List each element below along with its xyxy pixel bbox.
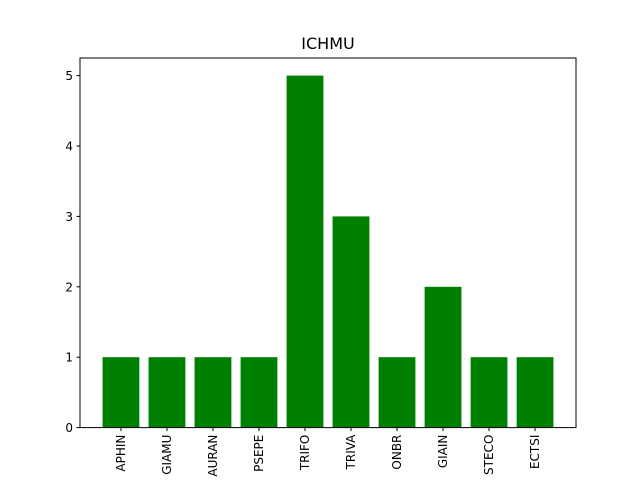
bar-psepe	[240, 357, 278, 428]
x-tick-label: GIAIN	[436, 435, 450, 469]
x-tick-label: STECO	[482, 435, 496, 475]
y-axis: 0 1 2 3 4 5	[65, 69, 80, 435]
y-tick-label: 4	[65, 140, 73, 154]
y-tick-label: 0	[65, 421, 73, 435]
bar-steco	[470, 357, 508, 428]
x-tick-label: TRIFO	[298, 435, 312, 472]
bar-ectsi	[516, 357, 554, 428]
chart-title: ICHMU	[301, 34, 354, 53]
y-tick-label: 2	[65, 280, 73, 294]
y-tick-label: 1	[65, 351, 73, 365]
bar-triva	[332, 216, 370, 428]
bar-aphin	[102, 357, 140, 428]
x-axis: APHIN GIAMU AURAN PSEPE TRIFO TRIVA ONBR GIAIN S…	[114, 427, 542, 477]
plot-frame	[79, 57, 577, 429]
bars-layer	[102, 75, 554, 428]
y-tick-label: 3	[65, 210, 73, 224]
y-tick-label: 5	[65, 69, 73, 83]
x-tick-label: GIAMU	[160, 435, 174, 475]
x-tick-label: AURAN	[206, 435, 220, 477]
bar-auran	[194, 357, 232, 428]
bar-giain	[424, 286, 462, 428]
x-tick-label: ECTSI	[528, 435, 542, 469]
bar-onbr	[378, 357, 416, 428]
x-tick-label: PSEPE	[252, 435, 266, 472]
x-tick-label: APHIN	[114, 435, 128, 472]
bar-trifo	[286, 75, 324, 428]
x-tick-label: TRIVA	[344, 434, 358, 471]
x-tick-label: ONBR	[390, 435, 404, 470]
bar-giamu	[148, 357, 186, 428]
